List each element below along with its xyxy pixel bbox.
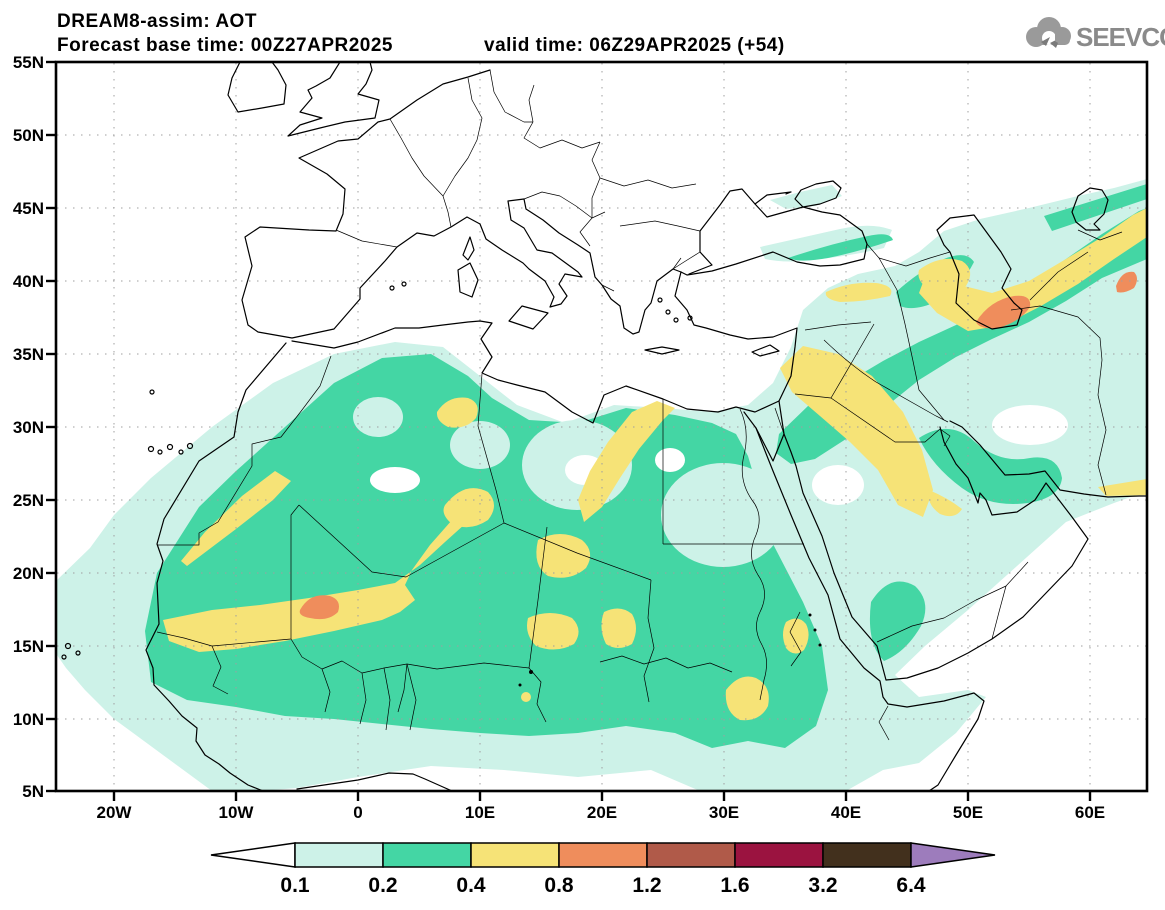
nile-river bbox=[739, 408, 767, 701]
contour-region-sahel-band bbox=[163, 520, 465, 652]
contour-region-makran bbox=[1098, 479, 1146, 496]
lon-label: 20W bbox=[97, 803, 133, 822]
lat-label: 25N bbox=[13, 491, 44, 510]
contour-region-eritrea bbox=[783, 618, 809, 654]
contour-region-sahara-green bbox=[145, 354, 828, 748]
lon-label: 10W bbox=[219, 803, 255, 822]
lat-label: 30N bbox=[13, 418, 44, 437]
longitude-labels: 20W 10W 0 10E 20E 30E 40E 50E 60E bbox=[97, 803, 1106, 822]
contour-region-libya-band bbox=[578, 401, 675, 522]
euphrates-river bbox=[823, 339, 949, 423]
colorbar-segment bbox=[646, 842, 736, 868]
lat-label: 5N bbox=[22, 782, 44, 801]
aot-max-central-asia bbox=[1116, 271, 1137, 293]
contour-hole-white bbox=[812, 465, 864, 505]
colorbar-label: 1.6 bbox=[720, 874, 749, 897]
map-frame bbox=[46, 60, 1149, 801]
lon-label: 20E bbox=[587, 803, 617, 822]
logo-text: SEEVCCC bbox=[1076, 22, 1165, 52]
colorbar-above-max-arrow bbox=[910, 842, 996, 868]
contour-region-mauritania-band bbox=[181, 471, 291, 566]
colorbar-label: 0.8 bbox=[544, 874, 574, 897]
lon-label: 0 bbox=[353, 803, 362, 822]
contour-region-gulf-finger bbox=[928, 490, 962, 517]
colorbar-label: 0.1 bbox=[280, 874, 310, 897]
contour-region-caspian-band bbox=[919, 208, 1146, 331]
contour-region-chad2 bbox=[527, 613, 579, 650]
seevccc-logo: SEEVCCC bbox=[1026, 17, 1165, 52]
latitude-labels: 55N 50N 45N 40N 35N 30N 25N 20N 15N 10N … bbox=[13, 53, 44, 801]
colorbar-label: 0.2 bbox=[368, 874, 397, 897]
lat-label: 50N bbox=[13, 126, 44, 145]
lon-label: 10E bbox=[465, 803, 495, 822]
valid-time: valid time: 06Z29APR2025 (+54) bbox=[484, 35, 785, 56]
contour-region-iraq-saudi bbox=[780, 346, 933, 517]
contour-hole bbox=[661, 463, 785, 567]
colorbar-label: 3.2 bbox=[808, 874, 837, 897]
contour-hole bbox=[353, 397, 403, 437]
colorbar-label: 0.4 bbox=[456, 874, 486, 897]
contour-hole-white bbox=[655, 448, 685, 472]
lat-label: 20N bbox=[13, 564, 44, 583]
colorbar-segment bbox=[558, 842, 648, 868]
colorbar-segment bbox=[822, 842, 912, 868]
contour-region-blip bbox=[521, 692, 531, 702]
colorbar-segment bbox=[294, 842, 384, 868]
contour-region-azerbaijan bbox=[918, 258, 971, 292]
lon-label: 60E bbox=[1075, 803, 1105, 822]
forecast-base-time: Forecast base time: 00Z27APR2025 bbox=[57, 35, 393, 56]
contour-region-azov bbox=[770, 185, 842, 209]
colorbar-segment bbox=[734, 842, 824, 868]
colorbar-label: 6.4 bbox=[896, 874, 926, 897]
contour-region-sudan1 bbox=[601, 608, 636, 648]
lat-label: 40N bbox=[13, 272, 44, 291]
contour-region-sudan-redsea bbox=[688, 589, 795, 723]
contour-hole-white bbox=[370, 467, 420, 493]
colorbar-segment bbox=[470, 842, 560, 868]
lat-label: 10N bbox=[13, 710, 44, 729]
contour-region-tunisia bbox=[436, 397, 478, 428]
contour-region-aral-band bbox=[1044, 184, 1146, 231]
contour-region-blacksea-strip bbox=[788, 234, 893, 261]
aot-max-south-caspian bbox=[976, 295, 1031, 329]
aot-field bbox=[57, 179, 1146, 790]
lon-label: 30E bbox=[709, 803, 739, 822]
contour-region-chad1 bbox=[536, 534, 591, 578]
aot-max-mali bbox=[299, 595, 339, 620]
contour-hole bbox=[210, 446, 246, 470]
colorbar-label: 1.2 bbox=[632, 874, 661, 897]
contour-region-gulf-ring bbox=[919, 428, 1062, 504]
graticule bbox=[57, 63, 1146, 790]
contour-hole bbox=[450, 421, 510, 469]
country-borders bbox=[156, 69, 1123, 741]
lat-label: 45N bbox=[13, 199, 44, 218]
contour-region-armenia bbox=[825, 282, 892, 302]
contour-region-blacksea-coast bbox=[760, 225, 892, 262]
colorbar-segment bbox=[382, 842, 472, 868]
lat-label: 15N bbox=[13, 637, 44, 656]
header: DREAM8-assim: AOT Forecast base time: 00… bbox=[57, 11, 785, 56]
contour-region-air bbox=[443, 488, 494, 528]
contour-hole-white bbox=[992, 405, 1068, 445]
contour-region-yemen bbox=[869, 581, 926, 661]
lon-label: 40E bbox=[831, 803, 861, 822]
colorbar-below-min-arrow bbox=[210, 842, 296, 868]
colorbar: 0.1 0.2 0.4 0.8 1.2 1.6 3.2 6.4 bbox=[210, 842, 996, 897]
cloud-icon bbox=[1026, 17, 1071, 48]
contour-region-ssudan bbox=[725, 676, 769, 721]
lon-label: 50E bbox=[953, 803, 983, 822]
lat-label: 55N bbox=[13, 53, 44, 72]
page-title: DREAM8-assim: AOT bbox=[57, 11, 257, 32]
lat-label: 35N bbox=[13, 345, 44, 364]
